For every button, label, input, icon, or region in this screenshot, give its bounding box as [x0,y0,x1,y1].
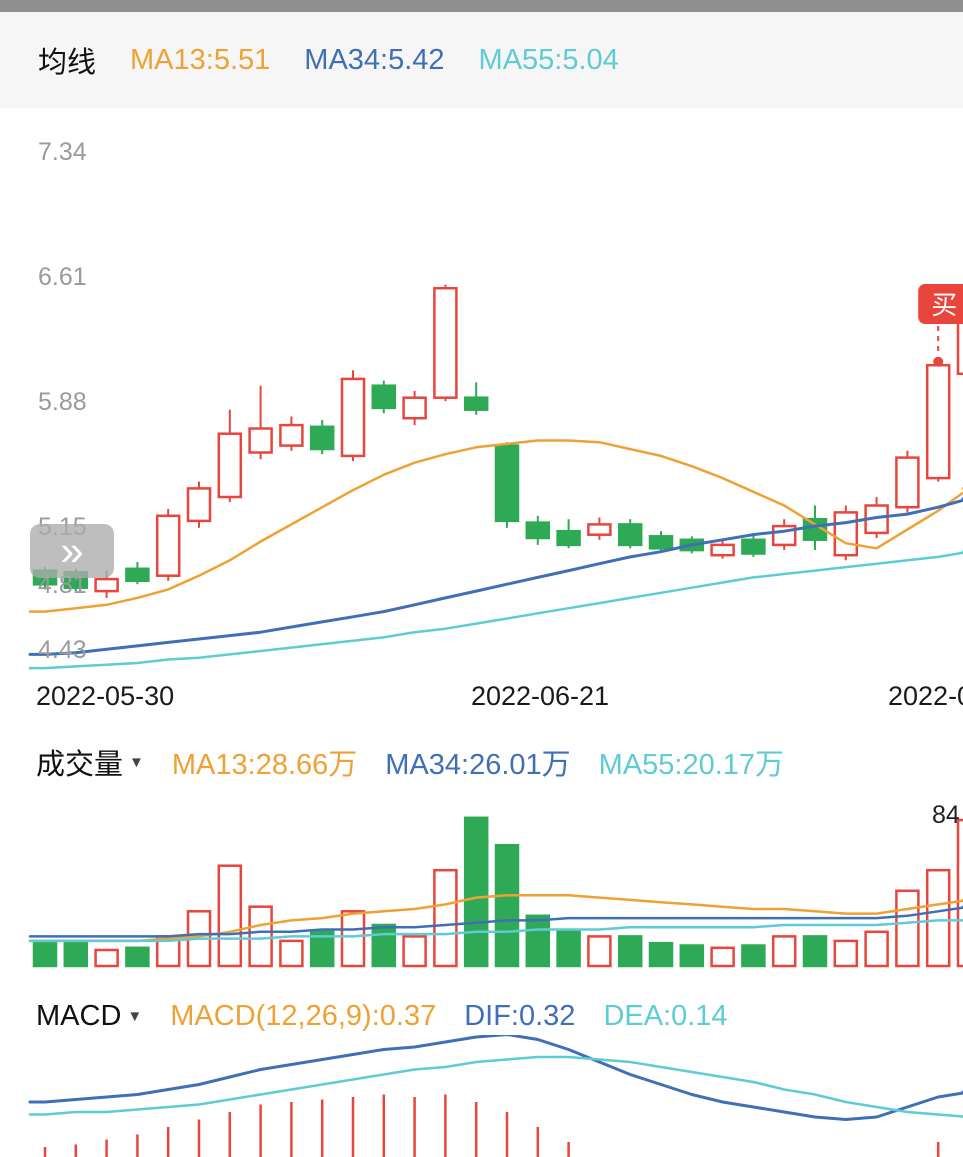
macd-chart[interactable] [0,1035,963,1157]
dif-value: DIF:0.32 [464,999,576,1032]
volume-chart[interactable] [0,788,963,973]
volume-bar[interactable] [771,935,797,968]
volume-bar[interactable] [525,914,551,968]
macd-dropdown-icon[interactable]: ▼ [127,1007,143,1025]
candle[interactable] [771,519,797,550]
candle[interactable] [741,534,766,557]
candle[interactable] [925,361,951,482]
x-axis-date-mid: 2022-06-21 [470,681,610,711]
volume-bar[interactable] [556,930,581,968]
volume-bar[interactable] [248,905,273,968]
macd-title[interactable]: MACD [36,999,122,1032]
buy-marker-dot [933,356,944,367]
ma13-line [28,439,963,613]
volume-ma55-value: MA55:20.17万 [598,749,785,781]
volume-axis-max-label: 84 [932,801,960,829]
volume-bar[interactable] [340,910,366,968]
candle[interactable] [371,380,397,414]
candle[interactable] [433,284,458,402]
volume-bar[interactable] [32,939,58,968]
volume-ma34-value: MA34:26.01万 [385,749,571,781]
candle[interactable] [587,517,612,540]
volume-bar[interactable] [463,816,489,968]
macd-header[interactable]: MACD ▼ MACD(12,26,9):0.37 DIF:0.32 DEA:0… [0,994,963,1038]
candle[interactable] [494,442,520,528]
candle[interactable] [94,570,119,598]
candle[interactable] [833,505,859,561]
volume-bar[interactable] [309,930,335,968]
volume-ma13-value: MA13:28.66万 [171,749,358,781]
volume-bar[interactable] [864,930,889,968]
volume-bar[interactable] [94,948,119,968]
dea-line [28,1055,963,1119]
volume-bar[interactable] [371,923,397,968]
volume-bar[interactable] [617,935,643,968]
buy-badge-label: 买 [931,290,957,320]
volume-bar[interactable] [802,935,828,968]
candle[interactable] [279,416,304,451]
candle[interactable] [340,370,366,461]
candles-layer [32,284,963,598]
volume-bar[interactable] [433,868,458,968]
volume-bar[interactable] [125,946,150,968]
volume-bar[interactable] [587,935,612,968]
volume-bar[interactable] [895,889,920,968]
vol-ma55-line [28,919,963,943]
candle[interactable] [525,515,551,545]
vol-ma34-line [28,905,963,938]
x-axis-date-start: 2022-05-30 [36,681,175,711]
candle[interactable] [556,519,581,549]
macd-value: MACD(12,26,9):0.37 [170,999,437,1032]
volume-bar[interactable] [956,818,963,968]
volume-title[interactable]: 成交量 [36,749,124,781]
ma34-line [28,497,963,656]
expand-button[interactable]: » [30,524,114,578]
dea-value: DEA:0.14 [603,999,728,1032]
volume-bar[interactable] [833,939,859,968]
dif-line [28,1035,963,1121]
x-axis-date-end: 2022-0 [888,681,963,711]
top-strip [0,0,963,12]
volume-bar[interactable] [63,941,89,968]
buy-badge[interactable]: 买 [918,284,963,324]
volume-bar[interactable] [402,935,427,968]
candle[interactable] [402,390,427,426]
vol-ma13-line [28,894,963,943]
ma-legend-title: 均线 [38,47,97,79]
volume-bar[interactable] [217,864,243,968]
candle[interactable] [248,385,273,460]
candle[interactable] [309,420,335,455]
candle[interactable] [617,519,643,549]
candle[interactable] [463,382,489,415]
volume-dropdown-icon[interactable]: ▼ [129,753,144,771]
volume-bar[interactable] [494,843,520,968]
ma55-line [28,550,963,670]
candle[interactable] [710,539,735,559]
candle[interactable] [956,297,963,383]
volume-header[interactable]: 成交量 ▼ MA13:28.66万 MA34:26.01万 MA55:20.17… [0,740,963,784]
ma-legend-bar[interactable]: 均线 MA13:5.51 MA34:5.42 MA55:5.04 [0,12,963,108]
candle[interactable] [186,481,212,528]
volume-bar[interactable] [679,944,705,968]
volume-bar[interactable] [741,944,766,968]
volume-bar[interactable] [710,946,735,968]
candle[interactable] [648,531,674,552]
volume-bar[interactable] [648,941,674,968]
ma55-value: MA55:5.04 [478,43,619,76]
volume-bar[interactable] [925,868,951,968]
chevrons-right-icon: » [60,527,84,574]
ma34-value: MA34:5.42 [304,43,445,76]
candle[interactable] [895,450,920,513]
x-axis: 2022-05-30 2022-06-21 2022-0 [0,681,963,717]
candlestick-chart[interactable]: 买 [0,108,963,673]
volume-bar[interactable] [279,939,304,968]
candle[interactable] [125,562,150,585]
candle[interactable] [217,409,243,503]
ma13-value: MA13:5.51 [130,43,271,76]
candle[interactable] [155,509,181,581]
